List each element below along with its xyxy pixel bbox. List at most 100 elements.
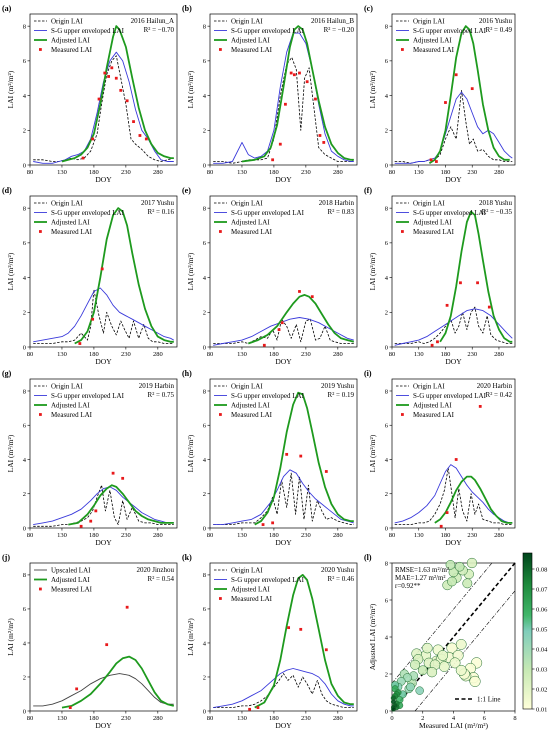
panel-l: (l) 0 2 4 6 8 0 2 4 6 8 Measured LAI (m²/m²) Adjuste…: [364, 553, 517, 730]
legend-label: Measured LAI: [51, 228, 93, 236]
legend-marker: [219, 597, 222, 600]
density-point: [438, 661, 450, 672]
x-tick-label: 130: [57, 532, 67, 539]
y-tick-label: 6: [385, 240, 389, 247]
legend-label: Adjusted LAI: [413, 401, 452, 409]
density-point: [422, 642, 433, 654]
lower-bound-line: [414, 590, 516, 712]
legend-label: Origin LAI: [231, 566, 263, 574]
x-tick-label: 280: [494, 532, 504, 539]
panel-label: (d): [2, 186, 12, 195]
legend-label: Measured LAI: [413, 46, 455, 54]
x-axis-label: DOY: [275, 357, 292, 366]
measured-point: [459, 281, 462, 285]
x-axis-label: DOY: [445, 357, 462, 366]
density-point: [406, 682, 415, 692]
colorbar-tick-label: 0.08: [536, 566, 547, 573]
y-axis-label: LAI (m²/m²): [186, 434, 195, 472]
site-annotation: 2018 Yushu: [479, 199, 512, 207]
colorbar-tick-label: 0.07: [536, 586, 548, 593]
x-tick-label: 180: [269, 169, 279, 176]
x-axis-label: DOY: [95, 538, 112, 547]
series-line-s-g-upper-enveloped-lai: [33, 287, 175, 343]
r2-annotation: R² = 0.49: [486, 26, 513, 34]
measured-point: [277, 328, 281, 332]
panel-d: (d) 80 130 180 230 280 0 2 4 6 8 DOY LAI (m²/m²) Orig…: [2, 186, 178, 366]
x-tick-label: 230: [121, 169, 131, 176]
measured-point: [121, 476, 125, 480]
y-tick-label: 4: [23, 275, 27, 282]
y-tick-label: 4: [203, 640, 207, 647]
measured-point: [105, 643, 109, 647]
measured-point: [305, 80, 309, 84]
legend-marker: [39, 587, 42, 591]
x-tick-label: 8: [513, 715, 516, 722]
legend: Origin LAI S-G upper enveloped LAIAdjuste…: [396, 382, 487, 419]
stats-annotation: r=0.92**: [395, 582, 421, 590]
density-point: [449, 657, 461, 669]
x-tick-label: 230: [301, 715, 311, 722]
legend-label: S-G upper enveloped LAI: [231, 209, 305, 217]
x-tick-label: 180: [269, 532, 279, 539]
y-tick-label: 6: [23, 240, 27, 247]
y-tick-label: 8: [23, 205, 26, 212]
legend-label: Adjusted LAI: [231, 218, 270, 226]
density-point: [417, 665, 428, 676]
legend-label: Measured LAI: [413, 411, 455, 419]
legend: Origin LAI S-G upper enveloped LAIAdjuste…: [214, 566, 305, 603]
legend-label: Origin LAI: [413, 382, 445, 390]
y-axis-label: LAI (m²/m²): [186, 252, 195, 290]
measured-point: [91, 137, 95, 141]
x-tick-label: 280: [153, 715, 163, 722]
series-line-origin-lai: [394, 306, 513, 344]
y-axis-label: LAI (m²/m²): [368, 252, 377, 290]
site-annotation: 2019 Yushu: [321, 382, 354, 390]
series-line-adjusted-lai: [428, 25, 510, 165]
y-tick-label: 4: [203, 457, 207, 464]
y-tick-label: 2: [203, 674, 206, 681]
measured-point: [119, 88, 123, 92]
y-axis-label: LAI (m²/m²): [6, 252, 15, 290]
density-point: [469, 675, 481, 687]
measured-point: [278, 142, 282, 146]
panel-g: (g) 80 130 180 230 280 0 2 4 6 8 DOY LAI (m²/m²) Orig…: [2, 369, 178, 547]
density-point: [410, 659, 421, 670]
plot-frame: [29, 13, 178, 166]
legend-label: S-G upper enveloped LAI: [51, 209, 125, 217]
measured-point: [285, 452, 289, 456]
measured-point: [79, 524, 83, 528]
measured-point: [324, 648, 328, 652]
legend-label: Adjusted LAI: [51, 401, 90, 409]
x-axis-label: DOY: [95, 721, 112, 730]
site-annotation: 2016 Hailun_A: [131, 17, 174, 25]
y-tick-label: 6: [385, 58, 389, 65]
y-tick-label: 2: [203, 128, 206, 135]
panel-label: (b): [182, 4, 192, 13]
measured-point: [324, 470, 328, 473]
y-tick-label: 0: [385, 162, 388, 169]
measured-point: [298, 290, 301, 293]
measured-point: [289, 71, 293, 75]
measured-point: [445, 511, 449, 514]
measured-point: [287, 626, 291, 630]
x-tick-label: 280: [153, 351, 163, 358]
y-tick-label: 4: [23, 93, 27, 100]
site-annotation: 2018 Harbin: [319, 199, 355, 207]
panel-label: (k): [182, 553, 192, 562]
series-line-s-g-upper-enveloped-lai: [213, 32, 354, 164]
measured-point: [445, 303, 449, 307]
series-line-s-g-upper-enveloped-lai: [394, 91, 513, 164]
measured-point: [430, 343, 434, 347]
legend: Origin LAI S-G upper enveloped LAIAdjuste…: [34, 17, 125, 54]
density-point: [455, 664, 467, 676]
x-tick-label: 180: [89, 715, 99, 722]
x-tick-label: 2: [421, 715, 424, 722]
legend-label: Adjusted LAI: [413, 218, 452, 226]
stats-annotation: MAE=1.27 m²/m²: [395, 574, 446, 582]
panel-k: (k) 80 130 180 230 280 0 2 4 6 8 DOY LAI (m²/m²) Orig…: [182, 553, 358, 730]
series-line-adjusted-lai: [254, 391, 354, 526]
series-line-origin-lai: [213, 318, 354, 344]
x-tick-label: 0: [390, 715, 393, 722]
site-annotation: 2019 Harbin: [139, 382, 175, 390]
measured-point: [436, 340, 439, 344]
